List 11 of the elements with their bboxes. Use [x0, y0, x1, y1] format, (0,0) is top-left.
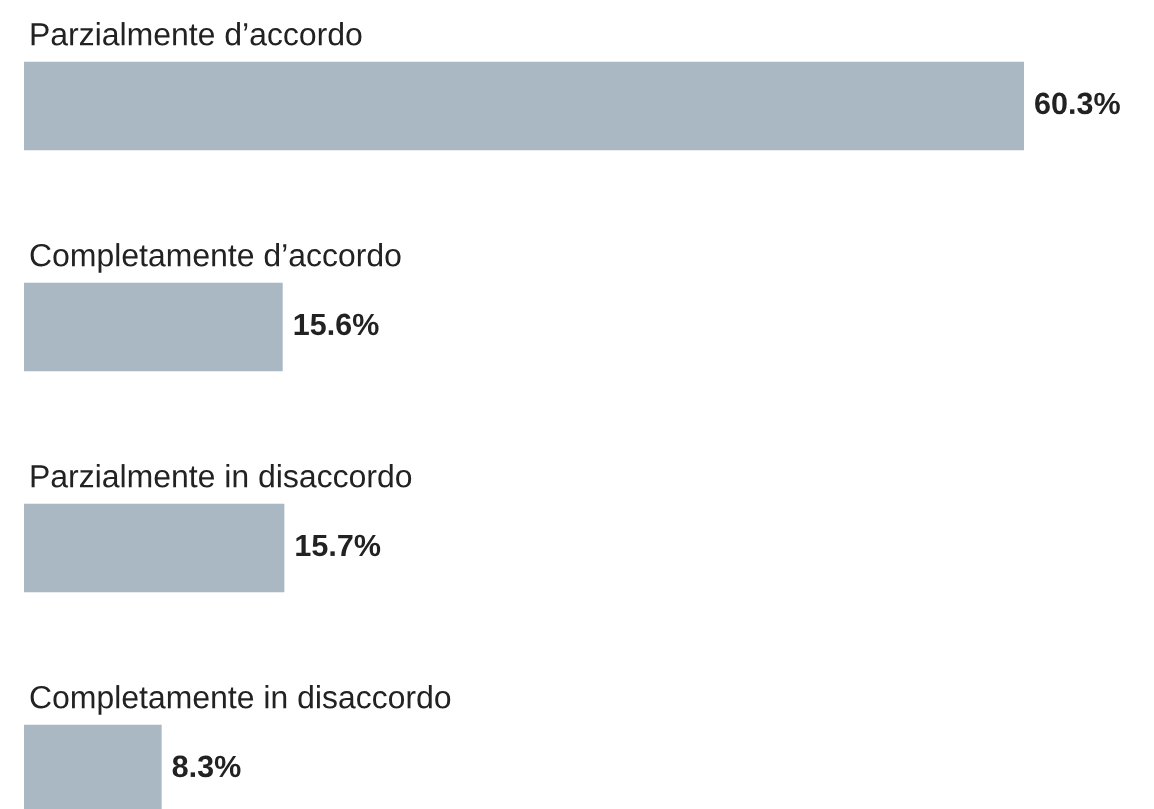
data-label: 60.3%: [1035, 92, 1120, 115]
data-label: 8.3%: [172, 755, 241, 778]
y-tick-label: Completamente in disaccordo: [30, 685, 451, 715]
data-label: 15.7%: [296, 534, 381, 557]
bar: [24, 282, 283, 372]
y-tick-label: Completamente d’accordo: [30, 243, 401, 273]
bar: [24, 503, 285, 593]
data-label: 15.6%: [294, 313, 379, 336]
y-tick-label: Parzialmente in disaccordo: [31, 464, 412, 488]
bar: [24, 61, 1024, 151]
y-tick-label: Parzialmente d’accordo: [31, 22, 362, 46]
